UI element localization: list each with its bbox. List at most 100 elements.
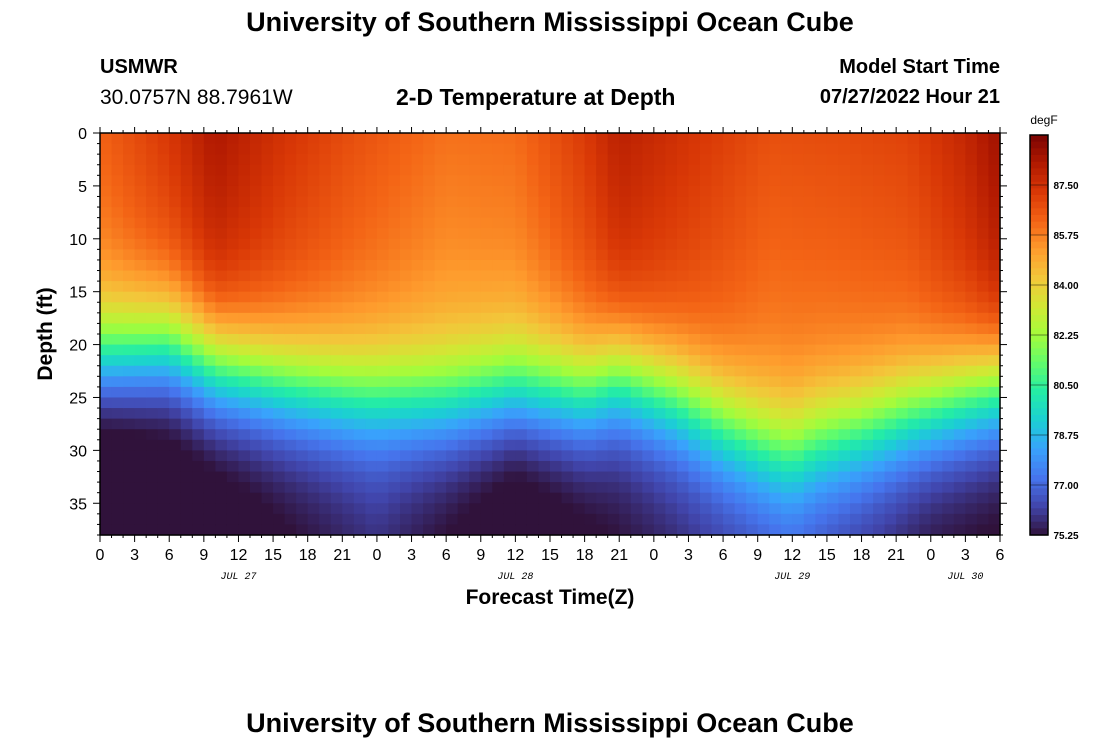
heatmap-cell <box>826 323 840 335</box>
heatmap-cell <box>446 133 459 145</box>
heatmap-cell <box>134 312 147 325</box>
heatmap-cell <box>988 365 1001 377</box>
heatmap-cell <box>803 492 816 504</box>
heatmap-cell <box>134 460 147 473</box>
heatmap-cell <box>365 524 378 536</box>
heatmap-cell <box>273 397 286 409</box>
heatmap-cell <box>492 133 505 145</box>
heatmap-cell <box>157 228 170 240</box>
heatmap-cell <box>596 228 609 240</box>
heatmap-cell <box>515 408 528 420</box>
heatmap-cell <box>676 344 690 356</box>
heatmap-cell <box>365 291 378 303</box>
heatmap-cell <box>757 503 770 515</box>
heatmap-cell <box>642 185 655 198</box>
heatmap-cell <box>238 365 251 377</box>
heatmap-cell <box>330 386 343 399</box>
heatmap-cell <box>157 482 170 494</box>
heatmap-cell <box>192 281 205 293</box>
heatmap-cell <box>457 376 470 388</box>
heatmap-cell <box>803 249 816 261</box>
heatmap-cell <box>757 482 770 494</box>
heatmap-cell <box>630 323 643 335</box>
heatmap-cell <box>711 249 724 261</box>
heatmap-cell <box>457 439 470 451</box>
heatmap-cell <box>330 334 343 346</box>
heatmap-cell <box>711 154 724 166</box>
heatmap-cell <box>757 312 770 325</box>
heatmap-cell <box>146 238 159 250</box>
heatmap-cell <box>700 386 713 399</box>
heatmap-cell <box>353 482 366 494</box>
heatmap-cell <box>653 482 666 494</box>
heatmap-cell <box>676 355 690 367</box>
heatmap-cell <box>226 175 240 187</box>
heatmap-cell <box>388 344 401 356</box>
heatmap-cell <box>492 460 505 473</box>
heatmap-cell <box>561 386 574 399</box>
heatmap-cell <box>411 503 424 515</box>
heatmap-cell <box>988 270 1001 282</box>
heatmap-cell <box>226 270 240 282</box>
heatmap-cell <box>480 418 493 430</box>
heatmap-cell <box>723 133 736 145</box>
heatmap-cell <box>434 228 447 240</box>
heatmap-cell <box>330 323 343 335</box>
heatmap-cell <box>296 175 309 187</box>
heatmap-cell <box>965 302 978 314</box>
heatmap-cell <box>469 344 482 356</box>
heatmap-cell <box>861 397 874 409</box>
heatmap-cell <box>596 344 609 356</box>
heatmap-cell <box>919 185 932 198</box>
heatmap-cell <box>688 492 701 504</box>
heatmap-cell <box>123 334 136 346</box>
heatmap-cell <box>919 397 932 409</box>
heatmap-cell <box>319 207 332 219</box>
heatmap-cell <box>757 207 770 219</box>
heatmap-cell <box>988 471 1001 483</box>
heatmap-cell <box>296 408 309 420</box>
heatmap-cell <box>261 460 274 473</box>
heatmap-cell <box>100 249 113 261</box>
heatmap-cell <box>515 185 528 198</box>
heatmap-cell <box>826 238 840 250</box>
heatmap-cell <box>838 133 851 145</box>
heatmap-cell <box>157 312 170 325</box>
heatmap-cell <box>365 334 378 346</box>
heatmap-cell <box>215 429 228 441</box>
heatmap-cell <box>711 291 724 303</box>
heatmap-cell <box>180 429 193 441</box>
heatmap-cell <box>111 471 124 483</box>
heatmap-cell <box>815 450 828 462</box>
heatmap-cell <box>296 185 309 198</box>
heatmap-cell <box>123 175 136 187</box>
heatmap-cell <box>573 175 586 187</box>
heatmap-cell <box>111 175 124 187</box>
heatmap-cell <box>676 217 690 229</box>
heatmap-cell <box>203 460 216 473</box>
heatmap-cell <box>757 460 770 473</box>
heatmap-cell <box>873 408 886 420</box>
heatmap-cell <box>573 185 586 198</box>
heatmap-cell <box>342 312 355 325</box>
heatmap-cell <box>319 450 332 462</box>
heatmap-cell <box>826 482 840 494</box>
heatmap-cell <box>676 408 690 420</box>
heatmap-cell <box>342 259 355 272</box>
heatmap-cell <box>100 355 113 367</box>
heatmap-cell <box>919 386 932 399</box>
heatmap-cell <box>250 386 263 399</box>
colorbar-segment <box>1030 188 1048 196</box>
heatmap-cell <box>896 323 909 335</box>
heatmap-cell <box>780 513 793 526</box>
heatmap-cell <box>607 281 620 293</box>
heatmap-cell <box>688 355 701 367</box>
heatmap-cell <box>388 238 401 250</box>
heatmap-cell <box>734 482 747 494</box>
heatmap-cell <box>550 154 563 166</box>
heatmap-cell <box>134 175 147 187</box>
heatmap-cell <box>826 185 840 198</box>
heatmap-cell <box>203 492 216 504</box>
heatmap-cell <box>723 334 736 346</box>
heatmap-cell <box>411 482 424 494</box>
